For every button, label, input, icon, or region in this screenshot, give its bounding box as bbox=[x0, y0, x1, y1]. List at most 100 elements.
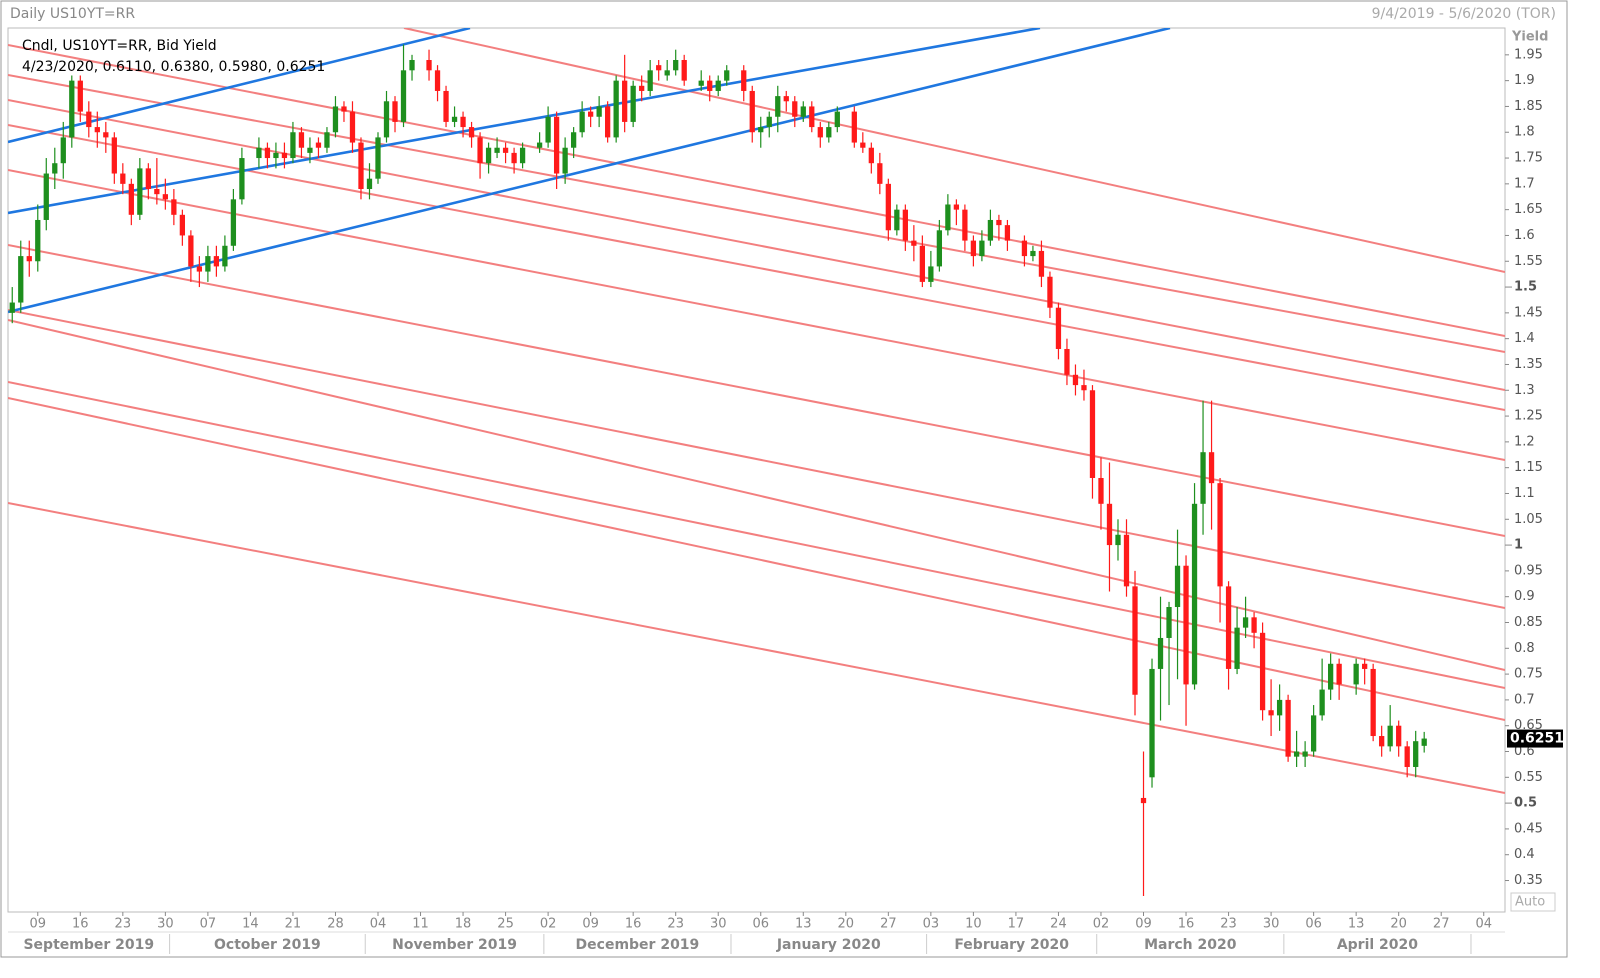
candle-body bbox=[1336, 663, 1342, 685]
candle-body bbox=[1242, 617, 1249, 628]
candle-body bbox=[358, 142, 364, 190]
candle-body bbox=[1285, 699, 1291, 757]
trendline bbox=[8, 244, 1505, 537]
y-tick-label: 0.75 bbox=[1514, 667, 1543, 682]
candle-body bbox=[707, 80, 713, 91]
chart-title: Daily US10YT=RR bbox=[10, 6, 135, 22]
x-tick-label: 02 bbox=[540, 917, 557, 932]
x-tick-label: 20 bbox=[1390, 917, 1407, 932]
candle-body bbox=[536, 142, 543, 148]
candle-body bbox=[1302, 751, 1308, 757]
last-value-box bbox=[1507, 729, 1563, 748]
candle-body bbox=[1115, 534, 1121, 546]
x-tick-label: 16 bbox=[625, 917, 642, 932]
y-tick-label: 1.05 bbox=[1514, 512, 1543, 527]
candle-body bbox=[936, 230, 943, 267]
candle-body bbox=[1183, 565, 1189, 685]
x-tick-label: 14 bbox=[242, 917, 259, 932]
y-tick-label: 1 bbox=[1514, 538, 1523, 553]
candle-body bbox=[273, 152, 279, 159]
candle-body bbox=[375, 137, 381, 179]
candle-body bbox=[137, 168, 143, 215]
candle-body bbox=[171, 199, 177, 215]
trendlines bbox=[8, 28, 1505, 794]
y-tick-label: 1.9 bbox=[1514, 73, 1535, 88]
month-label: February 2020 bbox=[954, 937, 1069, 953]
candle-body bbox=[324, 132, 330, 148]
candle-body bbox=[426, 59, 432, 71]
candle-body bbox=[639, 85, 645, 91]
candle-body bbox=[477, 137, 483, 164]
candle-body bbox=[970, 240, 977, 257]
x-tick-label: 04 bbox=[370, 917, 387, 932]
x-tick-label: 30 bbox=[157, 917, 174, 932]
x-tick-label: 27 bbox=[880, 917, 897, 932]
candle-body bbox=[460, 116, 466, 128]
x-tick-label: 13 bbox=[795, 917, 812, 932]
candle-body bbox=[996, 219, 1002, 226]
candle-body bbox=[383, 101, 390, 138]
candle-body bbox=[630, 85, 636, 122]
candle-body bbox=[94, 127, 100, 133]
candle-body bbox=[1021, 240, 1028, 257]
candle-body bbox=[349, 111, 356, 143]
x-tick-label: 28 bbox=[327, 917, 344, 932]
x-tick-label: 23 bbox=[667, 917, 684, 932]
candle-body bbox=[52, 163, 58, 174]
legend-values: 4/23/2020, 0.6110, 0.6380, 0.5980, 0.625… bbox=[22, 59, 325, 75]
y-tick-label: 1.75 bbox=[1514, 151, 1543, 166]
candle-body bbox=[281, 152, 288, 159]
candle-body bbox=[400, 70, 407, 122]
candle-body bbox=[902, 209, 908, 241]
candle-body bbox=[1421, 738, 1427, 746]
candle-body bbox=[434, 70, 441, 91]
x-tick-label: 23 bbox=[115, 917, 132, 932]
candle-body bbox=[834, 111, 840, 128]
x-tick-label: 24 bbox=[1050, 917, 1067, 932]
candle-body bbox=[766, 116, 772, 128]
candle-body bbox=[26, 256, 32, 262]
y-tick-label: 0.9 bbox=[1514, 589, 1535, 604]
candle-body bbox=[1234, 627, 1240, 669]
candle-body bbox=[9, 302, 15, 313]
month-label: April 2020 bbox=[1337, 937, 1418, 953]
trendline bbox=[8, 319, 1505, 671]
y-tick-label: 0.6 bbox=[1514, 744, 1535, 759]
candle-body bbox=[519, 147, 526, 164]
scale-mode: Auto bbox=[1515, 895, 1545, 910]
candle-body bbox=[1191, 503, 1198, 685]
candle-body bbox=[205, 256, 211, 272]
candle-body bbox=[1200, 452, 1206, 504]
candle-body bbox=[868, 147, 874, 164]
candle-body bbox=[341, 106, 347, 112]
legend-entry: Cndl, US10YT=RR, Bid Yield bbox=[22, 38, 217, 54]
y-tick-label: 0.8 bbox=[1514, 641, 1535, 656]
candle-body bbox=[800, 106, 806, 117]
candle-body bbox=[596, 106, 602, 117]
candle-body bbox=[673, 59, 679, 71]
candle-body bbox=[1081, 385, 1087, 391]
candle-body bbox=[1030, 250, 1036, 257]
candle-body bbox=[826, 127, 832, 138]
y-tick-label: 0.35 bbox=[1514, 873, 1543, 888]
candle-body bbox=[783, 96, 789, 102]
candle-body bbox=[315, 142, 322, 148]
y-tick-label: 1.25 bbox=[1514, 409, 1543, 424]
candle-body bbox=[749, 90, 755, 133]
candle-body bbox=[196, 266, 203, 272]
candle-body bbox=[987, 219, 994, 241]
candle-body bbox=[1413, 741, 1419, 767]
candle-body bbox=[366, 178, 373, 190]
candle-body bbox=[35, 219, 41, 262]
candle-body bbox=[622, 80, 628, 122]
candle-body bbox=[647, 70, 653, 91]
candle-body bbox=[256, 147, 262, 159]
candle-body bbox=[239, 158, 245, 200]
candle-body bbox=[1208, 452, 1215, 484]
candle-body bbox=[298, 132, 305, 148]
candle-body bbox=[485, 147, 492, 164]
x-tick-label: 07 bbox=[200, 917, 217, 932]
candle-body bbox=[1106, 503, 1113, 546]
y-tick-label: 0.45 bbox=[1514, 821, 1543, 836]
